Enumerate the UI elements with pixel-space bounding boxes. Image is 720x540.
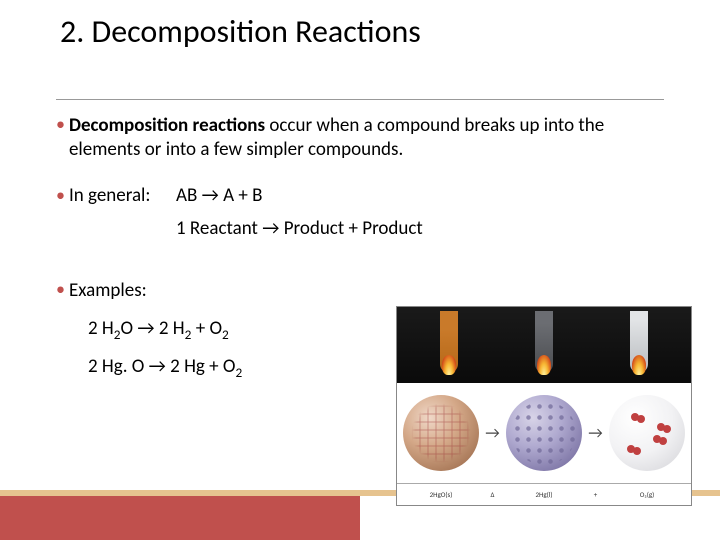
diagram-equation-row: 2HgO(s) Δ 2Hg(l) + O₂(g) bbox=[397, 483, 691, 505]
sphere-product-1 bbox=[506, 395, 582, 471]
slide-title: 2. Decomposition Reactions bbox=[0, 12, 720, 51]
general-eq-2: 1 Reactant → Product + Product bbox=[176, 217, 664, 241]
molecule-icon bbox=[657, 423, 665, 431]
intro-bullet: • Decomposition reactions occur when a c… bbox=[56, 114, 664, 162]
diagram-label-right: O₂(g) bbox=[609, 490, 685, 499]
molecule-icon bbox=[627, 445, 635, 453]
footer-bar bbox=[0, 490, 366, 540]
sphere-product-2 bbox=[609, 395, 685, 471]
tube-slot-3 bbox=[594, 311, 685, 379]
bullet-icon: • bbox=[56, 114, 65, 162]
molecule-icon bbox=[631, 413, 639, 421]
reaction-diagram: → → 2HgO(s) Δ 2Hg(l) + O₂(g) bbox=[396, 306, 692, 506]
tube-slot-2 bbox=[498, 311, 589, 379]
diagram-label-plus: + bbox=[582, 490, 609, 499]
diagram-arrow-2: → bbox=[584, 424, 607, 443]
diagram-tubes-row bbox=[397, 307, 691, 383]
diagram-spheres-row: → → bbox=[397, 383, 691, 483]
tube-slot-1 bbox=[403, 311, 494, 379]
molecule-icon bbox=[653, 435, 661, 443]
examples-label: Examples: bbox=[69, 279, 147, 303]
diagram-label-center: 2Hg(l) bbox=[506, 490, 582, 499]
general-label-wrap: •In general: bbox=[56, 184, 176, 208]
intro-bold: Decomposition reactions bbox=[69, 114, 265, 137]
general-equations: AB → A + B 1 Reactant → Product + Produc… bbox=[176, 184, 664, 252]
slide-container: 2. Decomposition Reactions • Decompositi… bbox=[0, 0, 720, 540]
general-label: In general: bbox=[69, 184, 151, 207]
bullet-icon: • bbox=[56, 184, 65, 206]
examples-bullet: •Examples: bbox=[56, 279, 664, 303]
intro-text: Decomposition reactions occur when a com… bbox=[69, 114, 664, 162]
flame-icon bbox=[442, 355, 456, 375]
test-tube-2 bbox=[535, 311, 553, 373]
flame-icon bbox=[632, 355, 646, 375]
general-eq-1: AB → A + B bbox=[176, 184, 664, 208]
flame-icon bbox=[537, 355, 551, 375]
title-divider bbox=[56, 99, 664, 100]
diagram-arrow-1: → bbox=[481, 424, 504, 443]
sphere-reactant bbox=[403, 395, 479, 471]
test-tube-1 bbox=[440, 311, 458, 373]
general-section: •In general: AB → A + B 1 Reactant → Pro… bbox=[56, 184, 664, 252]
bullet-icon: • bbox=[56, 279, 65, 303]
diagram-label-left: 2HgO(s) bbox=[403, 490, 479, 499]
diagram-label-delta: Δ bbox=[479, 490, 506, 499]
test-tube-3 bbox=[630, 311, 648, 373]
